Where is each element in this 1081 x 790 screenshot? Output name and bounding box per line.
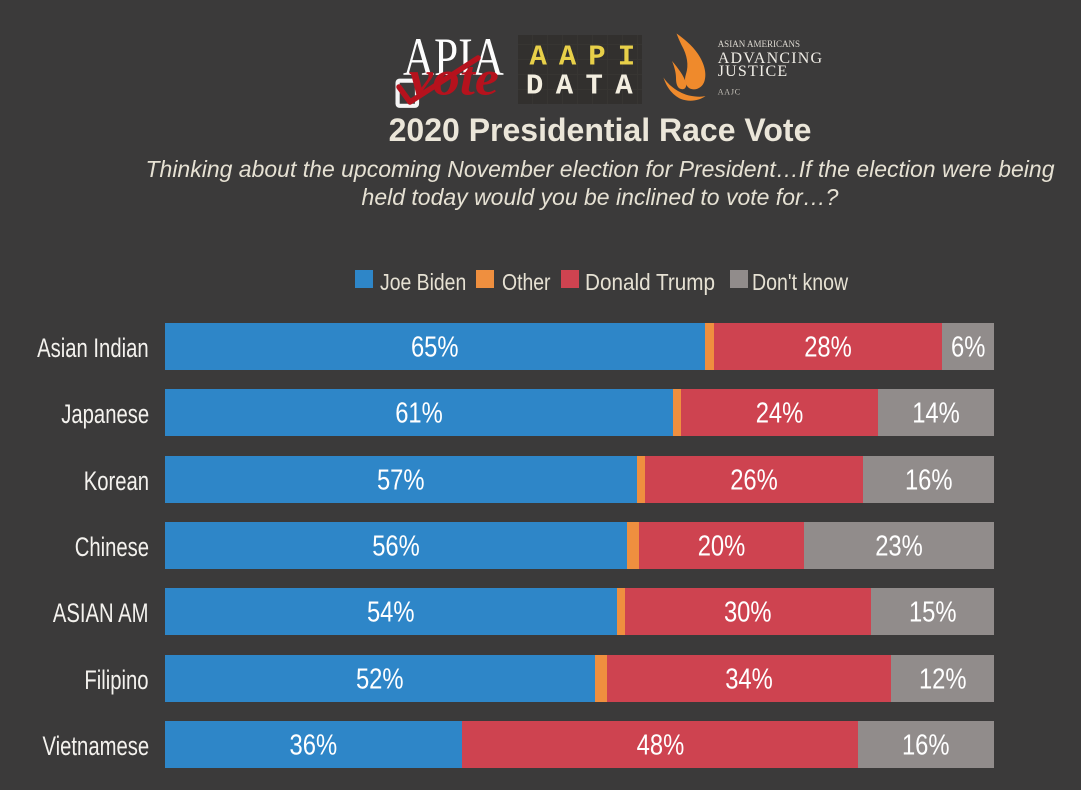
svg-text:AAPI: AAPI (530, 40, 643, 73)
svg-text:ASIAN AMERICANS: ASIAN AMERICANS (718, 39, 800, 49)
svg-text:JUSTICE: JUSTICE (718, 63, 789, 80)
svg-text:ADVANCING: ADVANCING (718, 50, 824, 67)
svg-text:vote: vote (409, 52, 499, 106)
svg-text:AAJC: AAJC (718, 87, 741, 96)
svg-text:DATA: DATA (526, 70, 642, 103)
svg-text:APIA: APIA (403, 28, 504, 87)
